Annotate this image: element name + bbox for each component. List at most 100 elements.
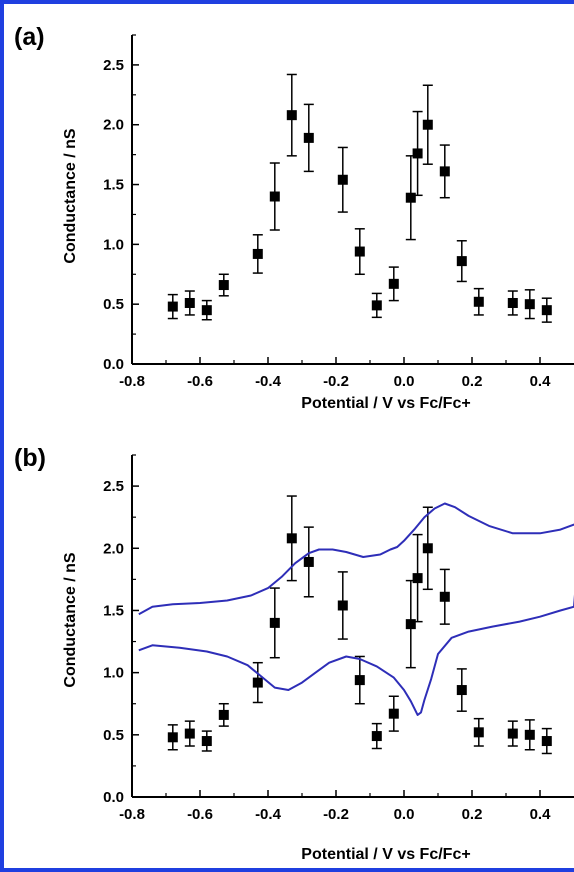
- x-tick-label: 0.4: [530, 373, 552, 390]
- data-point: [167, 724, 178, 751]
- square-marker: [184, 297, 195, 308]
- square-marker: [286, 110, 297, 121]
- chart-panel-b: (b) -0.8 -0.6 -0.4 -0.2 0.0 0.2 0.4 0.0 0.5 1.0 1.5…: [14, 444, 574, 863]
- square-marker: [269, 191, 280, 202]
- square-marker: [439, 166, 450, 177]
- y-tick-label: 1.0: [103, 236, 124, 253]
- square-marker: [337, 600, 348, 611]
- data-point: [412, 533, 423, 623]
- data-point: [405, 155, 416, 241]
- square-marker: [371, 300, 382, 311]
- data-point: [167, 293, 178, 320]
- data-point: [456, 668, 467, 712]
- data-point: [184, 720, 195, 747]
- y-tick-label: 0.0: [103, 356, 124, 373]
- data-point: [303, 526, 314, 598]
- y-tick-label: 1.0: [103, 665, 124, 682]
- square-marker: [167, 732, 178, 743]
- x-tick-label: 0.2: [462, 373, 483, 390]
- square-marker: [456, 256, 467, 267]
- data-point: [354, 228, 365, 276]
- square-marker: [524, 729, 535, 740]
- square-marker: [405, 192, 416, 203]
- x-axis-title: Potential / V vs Fc/Fc+: [301, 846, 470, 863]
- x-tick-label: 0.2: [462, 806, 483, 823]
- square-marker: [201, 305, 212, 316]
- x-tick-label: -0.8: [119, 806, 145, 823]
- data-point: [371, 292, 382, 319]
- data-point: [541, 297, 552, 323]
- x-axis-title: Potential / V vs Fc/Fc+: [301, 395, 470, 412]
- square-marker: [524, 299, 535, 310]
- data-point: [201, 299, 212, 321]
- y-tick-label: 1.5: [103, 602, 124, 619]
- data-point: [337, 571, 348, 640]
- x-tick-label: 0.0: [394, 373, 415, 390]
- cv-curve: [138, 502, 574, 716]
- data-point: [303, 103, 314, 173]
- square-marker: [269, 617, 280, 628]
- y-tick-label: 1.5: [103, 177, 124, 194]
- data-point: [269, 162, 280, 231]
- square-marker: [371, 731, 382, 742]
- square-marker: [541, 305, 552, 316]
- y-axis-title: Conductance / nS: [62, 552, 79, 687]
- square-marker: [184, 728, 195, 739]
- data-point: [388, 695, 399, 732]
- y-tick-label: 0.5: [103, 727, 124, 744]
- square-marker: [354, 246, 365, 257]
- square-marker: [412, 573, 423, 584]
- data-point: [354, 655, 365, 705]
- data-point: [473, 717, 484, 747]
- x-tick-label: -0.6: [187, 806, 213, 823]
- x-tick-label: -0.2: [323, 806, 349, 823]
- data-point: [286, 73, 297, 157]
- square-marker: [252, 248, 263, 259]
- chart-panel-a: (a) -0.8 -0.6 -0.4 -0.2 0.0 0.2 0.4 0.0 0.5 1.0 1.5…: [14, 23, 574, 412]
- x-tick-label: -0.4: [255, 373, 282, 390]
- square-marker: [354, 675, 365, 686]
- square-marker: [422, 119, 433, 130]
- data-point: [507, 290, 518, 316]
- data-point: [422, 84, 433, 165]
- data-point: [507, 720, 518, 747]
- square-marker: [405, 619, 416, 630]
- square-marker: [422, 543, 433, 554]
- data-point: [269, 587, 280, 659]
- data-point: [405, 579, 416, 669]
- data-point: [439, 568, 450, 625]
- data-point: [218, 273, 229, 297]
- square-marker: [201, 736, 212, 747]
- data-point: [439, 144, 450, 199]
- x-tick-label: -0.6: [187, 373, 213, 390]
- data-point: [201, 730, 212, 752]
- panel-label: (a): [14, 23, 45, 51]
- data-point: [456, 240, 467, 283]
- square-marker: [412, 148, 423, 159]
- square-marker: [286, 533, 297, 544]
- square-marker: [388, 278, 399, 289]
- x-tick-label: -0.4: [255, 806, 282, 823]
- square-marker: [303, 556, 314, 567]
- data-point: [473, 287, 484, 316]
- square-marker: [541, 736, 552, 747]
- data-point: [252, 234, 263, 274]
- data-point: [218, 702, 229, 727]
- data-point: [422, 506, 433, 591]
- square-marker: [388, 708, 399, 719]
- square-marker: [439, 591, 450, 602]
- square-marker: [252, 677, 263, 688]
- data-point: [524, 289, 535, 320]
- data-point: [412, 110, 423, 197]
- y-tick-label: 2.0: [103, 540, 124, 557]
- data-point: [337, 146, 348, 213]
- data-point: [524, 719, 535, 751]
- x-tick-label: -0.8: [119, 373, 145, 390]
- y-tick-label: 2.5: [103, 478, 124, 495]
- square-marker: [303, 132, 314, 143]
- x-tick-label: 0.4: [530, 806, 552, 823]
- y-tick-label: 2.5: [103, 57, 124, 74]
- y-tick-label: 0.5: [103, 296, 124, 313]
